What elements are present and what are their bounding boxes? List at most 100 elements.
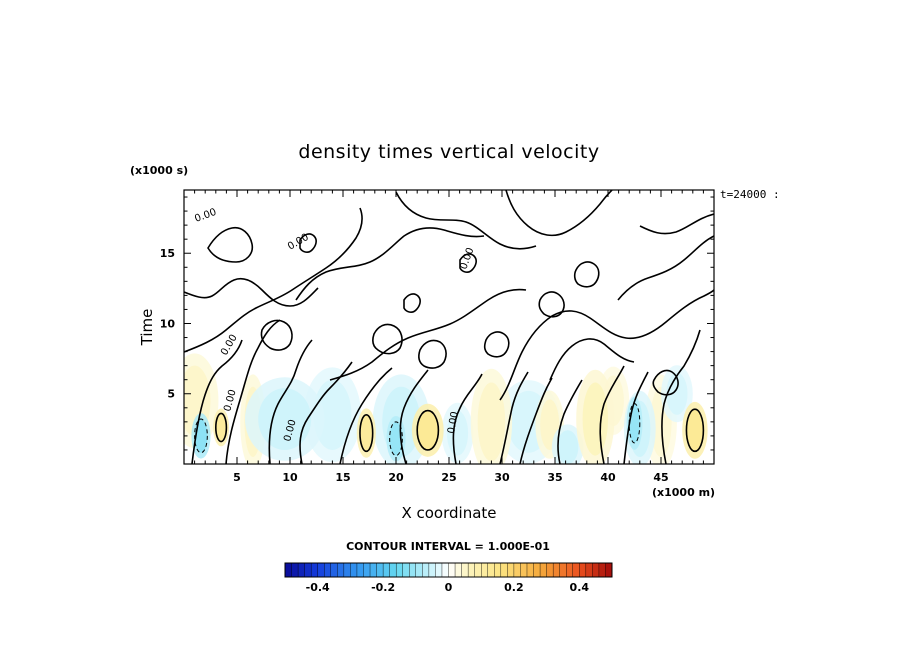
zero-contour-line — [395, 191, 537, 250]
x-tick-label: 45 — [653, 471, 668, 484]
colorbar-cell — [461, 562, 469, 578]
zero-contour-line — [260, 319, 293, 351]
colorbar-cell — [520, 562, 528, 578]
colorbar-cell — [448, 562, 456, 578]
colorbar-cell — [585, 562, 593, 578]
zero-contour-line — [329, 288, 527, 381]
field-fill-core — [557, 430, 579, 464]
colorbar-cell — [369, 562, 378, 578]
y-tick-label: 10 — [160, 317, 176, 330]
contour-interval-note: CONTOUR INTERVAL = 1.000E-01 — [346, 540, 550, 553]
time-stamp-label: t=24000 : — [720, 188, 780, 201]
negative-contour — [628, 403, 641, 444]
colorbar-cell — [350, 562, 358, 578]
zero-contour-line — [191, 339, 243, 464]
colorbar-cell — [441, 562, 449, 578]
x-tick-label: 25 — [441, 471, 456, 484]
x-tick-label: 40 — [600, 471, 616, 484]
zero-contour-line — [268, 339, 313, 464]
zero-contour-line — [295, 227, 485, 301]
colorbar-tick-label: -0.4 — [306, 581, 330, 594]
x-tick-label: 10 — [282, 471, 298, 484]
zero-contour-line — [557, 379, 583, 464]
zero-contour-line — [573, 261, 600, 288]
colorbar-cell — [481, 562, 489, 578]
contour-layer — [184, 190, 714, 464]
zero-contour-line — [418, 339, 447, 369]
colorbar-cell — [337, 562, 345, 578]
negative-contour — [389, 421, 403, 457]
x-tick-label: 20 — [388, 471, 404, 484]
lobe-contour-layer — [194, 403, 705, 457]
colorbar-cell — [284, 562, 293, 578]
x-tick-label: 30 — [494, 471, 510, 484]
negative-contour — [194, 418, 208, 454]
colorbar-cell — [304, 562, 312, 578]
colorbar-cell — [566, 562, 574, 578]
positive-contour — [215, 412, 228, 443]
zero-contour-line — [499, 371, 529, 464]
zero-contour-line — [459, 253, 477, 273]
colorbar-cell — [507, 562, 515, 578]
zero-contour-line — [184, 207, 363, 353]
colorbar-cell — [487, 562, 495, 578]
positive-contour — [416, 409, 440, 451]
colorbar-cell — [598, 562, 606, 578]
zero-contour-line — [505, 190, 613, 237]
colorbar-cell — [454, 562, 463, 578]
x-tick-labels: 5 10 15 20 25 30 35 40 45 — [233, 471, 668, 484]
colorbar-cell — [389, 562, 397, 578]
zero-contour-line — [538, 291, 565, 318]
zero-contour-line — [184, 277, 319, 307]
colorbar-cell — [572, 562, 580, 578]
zero-contour-line — [499, 289, 714, 401]
field-fill-core — [417, 410, 439, 450]
field-fill-core — [258, 388, 312, 450]
field-fill-core — [389, 421, 403, 456]
x-tick-label: 35 — [547, 471, 562, 484]
colorbar-tick-label: 0.2 — [504, 581, 524, 594]
zero-contour-line — [661, 329, 701, 464]
colorbar-cell — [395, 562, 404, 578]
colorbar-cell — [415, 562, 423, 578]
colorbar-cell — [539, 562, 548, 578]
zero-contour-line — [639, 213, 714, 235]
colorbar-cell — [363, 562, 371, 578]
colorbar-cell — [291, 562, 299, 578]
zero-contour-line — [403, 293, 421, 313]
colorbar-cell — [297, 562, 306, 578]
colorbar-cell — [592, 562, 600, 578]
colorbar-cell — [356, 562, 364, 578]
zero-contour-line — [483, 331, 510, 358]
colorbar-tick-labels: -0.4 -0.2 0 0.2 0.4 — [306, 581, 590, 594]
y-unit-label: (x1000 s) — [130, 164, 188, 177]
colorbar-cell — [552, 562, 561, 578]
colorbar-frame — [284, 562, 613, 578]
field-fill-core — [686, 409, 704, 452]
zero-contour-line — [299, 233, 317, 253]
field-fill-core — [477, 382, 506, 462]
x-unit-label: (x1000 m) — [652, 486, 715, 499]
x-tick-label: 15 — [335, 471, 350, 484]
colorbar-cell — [500, 562, 508, 578]
y-tick-labels: 5 10 15 — [160, 247, 176, 401]
zero-contour-line — [225, 319, 281, 464]
zero-contour-line — [617, 235, 714, 301]
colorbar-cell — [467, 562, 476, 578]
colorbar-cell — [579, 562, 587, 578]
contour-value-label: 0.00 — [446, 411, 461, 435]
zero-contour-line — [519, 377, 553, 464]
colorbar-cell — [513, 562, 521, 578]
zero-contour-line — [549, 338, 635, 381]
colorbar-cell — [330, 562, 338, 578]
colorbar-cell — [474, 562, 482, 578]
colorbar-cell — [310, 562, 319, 578]
zero-contour-line — [652, 369, 679, 396]
x-axis-label: X coordinate — [401, 504, 496, 522]
axis-ticks — [184, 190, 714, 464]
contour-value-labels: 0.00 0.00 0.00 0.00 0.00 0.00 0.00 — [193, 207, 476, 443]
colorbar-tick-label: 0 — [445, 581, 453, 594]
y-tick-label: 5 — [167, 388, 175, 401]
chart-title: density times vertical velocity — [298, 141, 599, 163]
